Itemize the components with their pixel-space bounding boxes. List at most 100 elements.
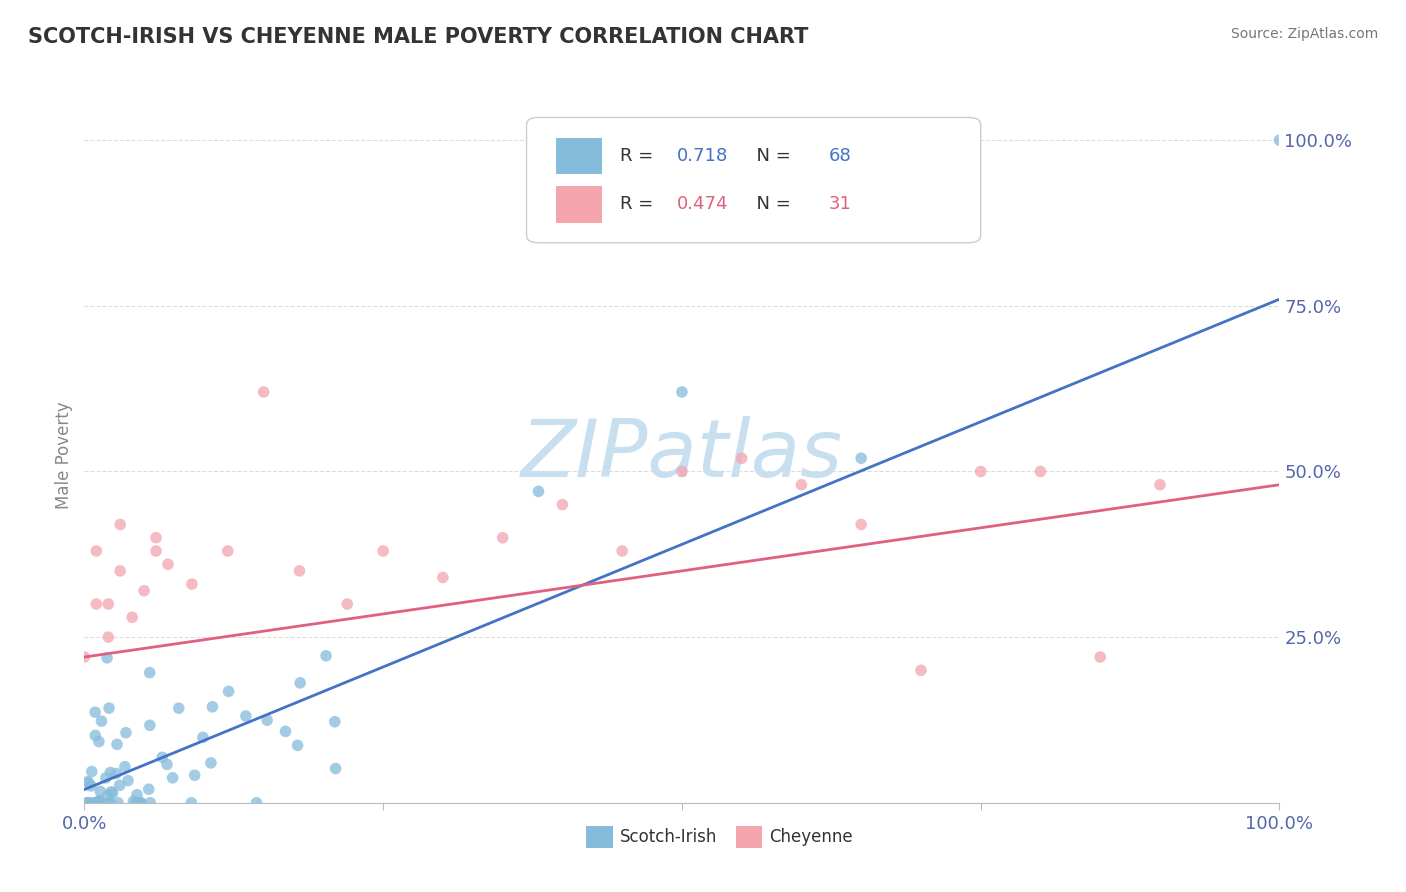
Point [970, 465, 993, 479]
Point [96, 650, 118, 665]
Point [87, 734, 110, 748]
Point [100, 796, 122, 810]
Point [235, 709, 257, 723]
Point [1149, 477, 1171, 491]
Point [325, 762, 347, 776]
Point [76, 796, 98, 810]
Point [180, 796, 202, 810]
Point [80, 764, 103, 779]
Point [100, 765, 122, 780]
Point [86, 796, 108, 810]
Point [432, 570, 454, 584]
Text: N =: N = [745, 195, 797, 213]
Point [851, 451, 873, 466]
Point [115, 725, 138, 739]
Point [671, 384, 693, 399]
Point [612, 544, 634, 558]
Text: Scotch-Irish: Scotch-Irish [620, 828, 717, 846]
Point [86, 597, 108, 611]
Text: ZIPatlas: ZIPatlas [520, 416, 844, 494]
Y-axis label: Male Poverty: Male Poverty [55, 401, 73, 508]
Point [86, 544, 108, 558]
Point [90, 714, 112, 728]
Point [191, 731, 214, 745]
Point [84, 705, 107, 719]
Point [145, 531, 167, 545]
Text: Source: ZipAtlas.com: Source: ZipAtlas.com [1230, 27, 1378, 41]
Point [527, 484, 550, 499]
Bar [735, 826, 762, 848]
Point [110, 564, 132, 578]
Point [217, 544, 239, 558]
Point [77, 776, 100, 790]
Point [76, 796, 98, 810]
Point [288, 564, 311, 578]
Point [132, 583, 156, 598]
Point [287, 739, 309, 753]
Point [83, 796, 105, 810]
Point [86, 796, 108, 810]
Point [183, 768, 205, 782]
Point [97, 630, 120, 644]
Point [851, 517, 873, 532]
Point [84, 728, 107, 742]
Bar [557, 137, 602, 174]
Point [129, 796, 152, 810]
Point [122, 794, 145, 808]
Point [87, 796, 110, 810]
Point [138, 665, 160, 680]
Point [125, 788, 148, 802]
Point [114, 759, 136, 773]
Point [323, 714, 346, 729]
Point [110, 517, 132, 532]
Point [731, 451, 754, 466]
Point [256, 713, 278, 727]
Point [94, 771, 117, 785]
Bar [557, 186, 602, 222]
Text: SCOTCH-IRISH VS CHEYENNE MALE POVERTY CORRELATION CHART: SCOTCH-IRISH VS CHEYENNE MALE POVERTY CO… [28, 27, 808, 46]
Point [157, 558, 180, 572]
Point [1029, 465, 1052, 479]
Point [80, 779, 103, 793]
Text: 0.474: 0.474 [678, 195, 728, 213]
Point [910, 663, 932, 677]
Point [89, 794, 111, 808]
Point [551, 498, 574, 512]
Point [218, 684, 240, 698]
Point [373, 544, 395, 558]
Point [87, 796, 110, 810]
Point [671, 465, 693, 479]
Point [73, 650, 96, 665]
Text: 68: 68 [830, 147, 852, 165]
Point [117, 773, 139, 788]
Point [105, 766, 128, 780]
Point [89, 784, 111, 798]
Point [129, 796, 152, 810]
Point [125, 796, 148, 810]
Point [162, 771, 184, 785]
Text: N =: N = [745, 147, 797, 165]
Text: Cheyenne: Cheyenne [769, 828, 853, 846]
Point [98, 796, 121, 810]
Point [100, 785, 122, 799]
Point [97, 789, 120, 803]
Text: 31: 31 [830, 195, 852, 213]
Point [253, 384, 276, 399]
Point [167, 701, 190, 715]
Point [315, 648, 337, 663]
Point [127, 796, 149, 810]
Point [98, 701, 121, 715]
Point [121, 610, 143, 624]
FancyBboxPatch shape [527, 118, 981, 243]
Point [181, 577, 204, 591]
Point [492, 531, 515, 545]
Point [97, 597, 120, 611]
Point [245, 796, 267, 810]
Text: R =: R = [620, 147, 659, 165]
Point [107, 796, 129, 810]
Point [200, 756, 222, 770]
Point [290, 676, 312, 690]
Point [150, 750, 173, 764]
Point [336, 597, 359, 611]
Bar [586, 826, 613, 848]
